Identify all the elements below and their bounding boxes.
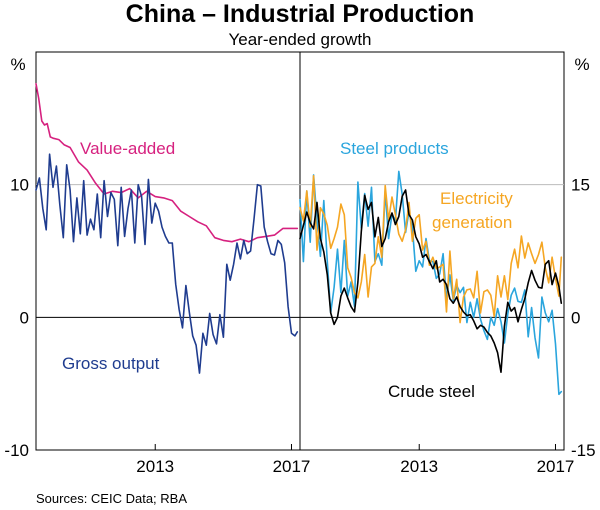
right-y-tick-label: 0 (571, 308, 580, 327)
chart-title: China – Industrial Production (126, 0, 475, 28)
series-line-gross-output (35, 153, 299, 374)
x-tick-label: 2013 (136, 457, 174, 476)
electricity-generation-label-line1: Electricity (440, 189, 513, 208)
series-line-value-added (35, 83, 299, 243)
series-line-electricity-generation (299, 175, 563, 324)
series-line-steel-products (299, 170, 563, 396)
left-y-tick-label: 0 (20, 308, 29, 327)
right-y-tick-label: -15 (571, 441, 596, 460)
right-unit-label: % (574, 55, 589, 74)
chart-subtitle: Year-ended growth (228, 30, 371, 49)
left-y-tick-label: 10 (10, 176, 29, 195)
gross-output-label: Gross output (62, 354, 160, 373)
left-unit-label: % (10, 55, 25, 74)
value-added-label: Value-added (80, 139, 175, 158)
left-y-tick-label: -10 (4, 441, 29, 460)
x-tick-label: 2017 (537, 457, 575, 476)
x-tick-label: 2013 (400, 457, 438, 476)
source-note: Sources: CEIC Data; RBA (36, 491, 187, 506)
right-y-tick-label: 15 (571, 176, 590, 195)
series-layer (35, 83, 563, 396)
crude-steel-label: Crude steel (388, 382, 475, 401)
series-line-crude-steel (299, 189, 563, 374)
steel-products-label: Steel products (340, 139, 449, 158)
x-tick-label: 2017 (273, 457, 311, 476)
electricity-generation-label-line2: generation (432, 213, 512, 232)
tick-layer: 10 0 -10 2013 2017 15 0 -15 2013 2017 (4, 176, 595, 476)
